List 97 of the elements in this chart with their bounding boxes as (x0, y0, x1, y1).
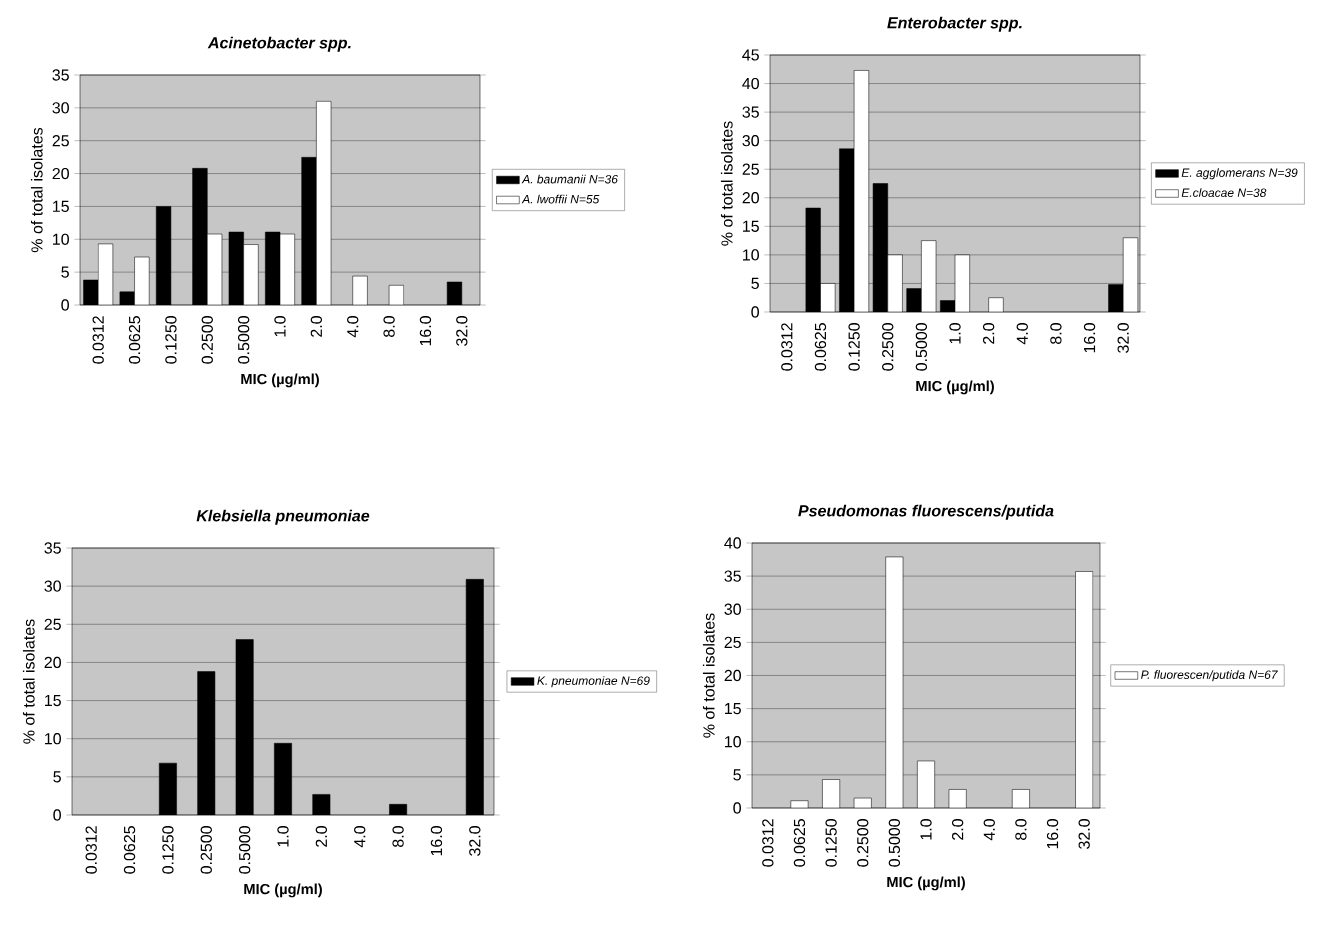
x-tick-label: 0.0625 (123, 826, 136, 874)
x-tick-label: 32.0 (456, 316, 468, 346)
x-tick-label: 2.0 (951, 819, 964, 840)
x-tick-label: 0.1250 (162, 826, 174, 874)
x-tick-label: 4.0 (347, 316, 359, 338)
x-tick-label: 1.0 (277, 826, 289, 847)
x-tick-label: 16.0 (419, 316, 432, 346)
x-tick-label: 32.0 (469, 826, 481, 856)
y-tick-label: 35 (44, 542, 61, 554)
y-axis-title: % of total isolates (30, 127, 43, 253)
y-tick-label: 15 (45, 695, 61, 707)
x-axis-title: MIC (µg/ml) (916, 380, 994, 395)
y-tick-label: 35 (742, 106, 759, 118)
y-tick-label: 0 (61, 299, 69, 311)
y-tick-label: 30 (52, 102, 69, 114)
x-tick-label: 0.0625 (814, 323, 827, 371)
x-tick-label: 0.0625 (128, 316, 141, 364)
y-tick-label: 25 (742, 163, 759, 175)
x-tick-label: 0.2500 (882, 323, 894, 371)
y-tick-label: 5 (53, 771, 61, 783)
y-tick-label: 10 (743, 249, 759, 261)
x-tick-label: 0.1250 (165, 316, 177, 364)
x-tick-label: 0.0312 (781, 323, 793, 371)
x-axis-title: MIC (µg/ml) (241, 373, 319, 388)
x-tick-label: 8.0 (1050, 323, 1062, 344)
y-tick-label: 30 (742, 135, 759, 147)
x-tick-label: 0.0312 (92, 316, 104, 364)
x-tick-label: 0.5000 (237, 316, 250, 364)
x-tick-label: 8.0 (1015, 819, 1027, 840)
y-tick-label: 25 (52, 135, 69, 147)
chart-title: Enterobacter spp. (887, 16, 1022, 32)
y-tick-label: 25 (44, 618, 61, 630)
y-tick-label: 10 (45, 733, 61, 745)
y-tick-label: 30 (724, 603, 741, 615)
x-tick-label: 0.2500 (200, 826, 212, 874)
x-tick-label: 2.0 (982, 323, 995, 344)
x-tick-label: 16.0 (430, 826, 443, 856)
x-tick-label: 8.0 (392, 826, 404, 847)
legend-label: A. lwoffii N=55 (521, 194, 600, 204)
x-tick-label: 2.0 (310, 316, 323, 337)
x-tick-label: 0.5000 (915, 323, 928, 371)
y-tick-label: 25 (724, 636, 741, 649)
legend-label: E.cloacae N=38 (1181, 188, 1267, 197)
legend-label: A. baumanii N=36 (521, 174, 618, 184)
y-tick-label: 15 (53, 200, 69, 212)
y-tick-label: 40 (724, 537, 741, 549)
chart-title: Acinetobacter spp. (207, 36, 351, 52)
y-tick-label: 0 (53, 809, 61, 821)
y-tick-label: 5 (733, 769, 741, 781)
y-tick-label: 15 (725, 703, 741, 715)
x-tick-label: 0.0625 (793, 819, 806, 867)
chart-title: Pseudomonas fluorescens/putida (798, 504, 1054, 520)
x-tick-label: 0.1250 (848, 323, 860, 371)
x-tick-label: 1.0 (920, 819, 932, 840)
x-tick-label: 16.0 (1046, 819, 1059, 849)
y-axis-title: % of total isolates (22, 619, 35, 744)
x-tick-label: 1.0 (949, 323, 961, 344)
x-tick-label: 32.0 (1078, 819, 1090, 849)
x-tick-label: 2.0 (315, 826, 328, 847)
y-tick-label: 10 (53, 233, 69, 245)
y-axis-title: % of total isolates (720, 121, 733, 246)
y-tick-label: 20 (44, 656, 61, 669)
x-tick-label: 1.0 (274, 316, 286, 337)
x-axis-title: MIC (µg/ml) (887, 876, 965, 891)
x-tick-label: 0.0312 (85, 826, 97, 874)
legend-label: K. pneumoniae N=69 (537, 676, 650, 688)
y-tick-label: 10 (725, 736, 741, 748)
x-tick-label: 0.2500 (201, 316, 213, 364)
chart-title: Klebsiella pneumoniae (196, 509, 370, 525)
x-tick-label: 0.5000 (238, 826, 251, 874)
y-tick-label: 0 (751, 306, 759, 318)
y-tick-label: 0 (733, 802, 741, 814)
x-tick-label: 4.0 (1016, 323, 1028, 345)
x-tick-label: 0.1250 (825, 819, 837, 867)
x-tick-label: 16.0 (1083, 323, 1096, 353)
x-tick-label: 0.5000 (888, 819, 901, 867)
x-tick-label: 0.2500 (857, 819, 869, 867)
y-tick-label: 20 (724, 669, 741, 682)
y-tick-label: 45 (742, 49, 759, 61)
y-tick-label: 35 (724, 570, 741, 582)
y-tick-label: 20 (742, 192, 759, 204)
y-tick-label: 40 (742, 77, 759, 90)
y-tick-label: 20 (52, 167, 69, 180)
x-tick-label: 32.0 (1117, 323, 1129, 353)
x-tick-label: 0.0312 (762, 819, 774, 867)
x-tick-label: 4.0 (354, 826, 366, 848)
x-tick-label: 8.0 (383, 316, 395, 337)
legend-label: E. agglomerans N=39 (1181, 168, 1298, 180)
y-tick-label: 5 (61, 266, 69, 278)
y-tick-label: 5 (751, 277, 759, 290)
y-tick-label: 35 (52, 69, 69, 81)
y-axis-title: % of total isolates (702, 613, 715, 738)
y-tick-label: 15 (743, 220, 759, 232)
x-axis-title: MIC (µg/ml) (244, 883, 322, 898)
legend-label: P. fluorescen/putida N=67 (1141, 670, 1278, 682)
y-tick-label: 30 (44, 580, 61, 592)
x-tick-label: 4.0 (983, 819, 995, 841)
